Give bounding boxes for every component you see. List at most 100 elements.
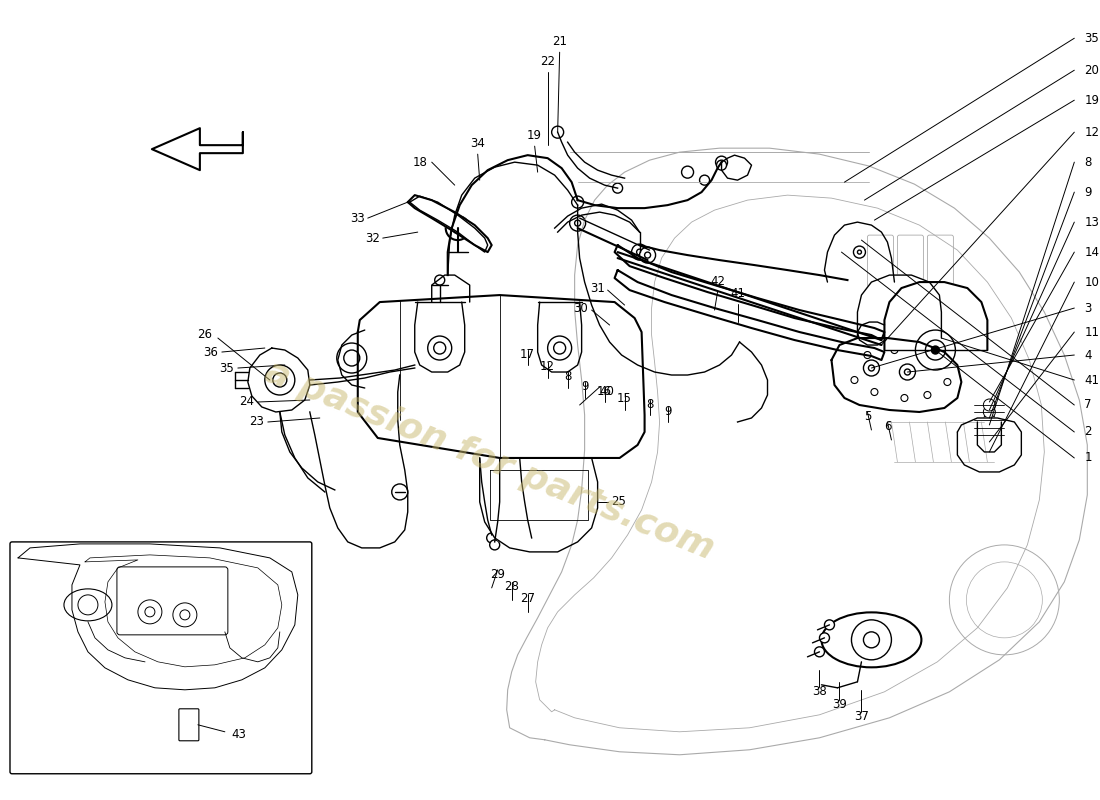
Circle shape (983, 422, 996, 434)
Circle shape (915, 330, 956, 370)
Circle shape (891, 346, 898, 354)
Text: 27: 27 (520, 592, 536, 605)
Polygon shape (358, 295, 645, 458)
Circle shape (715, 156, 727, 168)
Text: 26: 26 (197, 327, 212, 341)
Circle shape (572, 196, 584, 208)
Polygon shape (408, 195, 492, 252)
Circle shape (78, 595, 98, 615)
Circle shape (820, 633, 829, 643)
Circle shape (716, 160, 726, 170)
Text: 8: 8 (1085, 156, 1091, 169)
Text: 41: 41 (1085, 374, 1099, 386)
Circle shape (983, 406, 996, 418)
Circle shape (854, 246, 866, 258)
Polygon shape (832, 338, 961, 412)
Circle shape (700, 175, 710, 185)
Text: 29: 29 (491, 568, 505, 581)
Circle shape (981, 447, 998, 463)
Circle shape (138, 600, 162, 624)
Text: 42: 42 (710, 275, 725, 288)
Circle shape (983, 414, 996, 426)
Circle shape (814, 647, 825, 657)
Circle shape (825, 620, 835, 630)
Text: 21: 21 (552, 35, 568, 48)
Circle shape (570, 215, 585, 231)
Text: 2: 2 (1085, 426, 1092, 438)
Text: 11: 11 (1085, 326, 1099, 338)
Text: 37: 37 (854, 710, 869, 723)
Text: 22: 22 (540, 55, 556, 68)
Text: 23: 23 (249, 415, 264, 429)
Text: 9: 9 (581, 380, 589, 393)
Circle shape (434, 275, 444, 285)
Text: 40: 40 (600, 385, 615, 398)
Polygon shape (858, 275, 942, 338)
Text: 3: 3 (1085, 302, 1091, 314)
Circle shape (337, 343, 366, 373)
Text: 35: 35 (219, 362, 234, 374)
Circle shape (916, 349, 923, 355)
Polygon shape (957, 418, 1021, 472)
Text: 36: 36 (204, 346, 218, 358)
Text: 14: 14 (1085, 246, 1099, 258)
FancyBboxPatch shape (179, 709, 199, 741)
Circle shape (901, 394, 908, 402)
Text: 28: 28 (504, 580, 519, 593)
Circle shape (530, 537, 540, 547)
Polygon shape (480, 458, 597, 552)
Text: 4: 4 (1085, 349, 1092, 362)
Ellipse shape (822, 612, 922, 667)
Circle shape (851, 377, 858, 383)
Circle shape (392, 484, 408, 500)
Text: 43: 43 (232, 728, 246, 742)
Ellipse shape (64, 589, 112, 621)
Text: 5: 5 (864, 410, 871, 423)
FancyBboxPatch shape (10, 542, 311, 774)
Circle shape (924, 391, 931, 398)
Text: 24: 24 (239, 395, 254, 409)
Text: 9: 9 (663, 405, 671, 418)
Circle shape (265, 365, 295, 395)
Text: 18: 18 (412, 156, 428, 169)
Circle shape (900, 364, 915, 380)
Text: 30: 30 (573, 302, 587, 314)
Text: 13: 13 (1085, 216, 1099, 229)
Text: 6: 6 (883, 420, 891, 433)
Text: 20: 20 (1085, 64, 1099, 77)
Text: 12: 12 (1085, 126, 1099, 138)
Text: 16: 16 (597, 385, 612, 398)
Circle shape (173, 603, 197, 627)
Circle shape (938, 358, 945, 366)
Text: 19: 19 (1085, 94, 1099, 106)
Text: 41: 41 (730, 287, 745, 300)
Circle shape (983, 399, 996, 411)
Text: 12: 12 (540, 360, 556, 373)
Text: 33: 33 (350, 212, 365, 225)
Text: 25: 25 (612, 495, 627, 509)
Circle shape (490, 540, 499, 550)
Polygon shape (615, 270, 884, 360)
Text: a passion for parts.com: a passion for parts.com (260, 354, 719, 566)
Text: 17: 17 (520, 348, 536, 361)
Circle shape (944, 378, 950, 386)
Circle shape (682, 166, 694, 178)
Text: 31: 31 (590, 282, 605, 294)
Text: 34: 34 (471, 137, 485, 150)
Text: 38: 38 (812, 685, 827, 698)
Circle shape (428, 336, 452, 360)
Polygon shape (884, 282, 988, 350)
Text: 7: 7 (1085, 398, 1092, 411)
Circle shape (864, 351, 871, 358)
Text: 9: 9 (1085, 186, 1092, 198)
Circle shape (446, 216, 470, 240)
Polygon shape (248, 348, 310, 412)
Text: 39: 39 (832, 698, 847, 711)
Text: 1: 1 (1085, 451, 1092, 465)
Circle shape (551, 126, 563, 138)
Circle shape (548, 336, 572, 360)
Circle shape (851, 620, 891, 660)
Polygon shape (615, 245, 884, 340)
Polygon shape (409, 196, 487, 252)
Circle shape (639, 247, 656, 263)
